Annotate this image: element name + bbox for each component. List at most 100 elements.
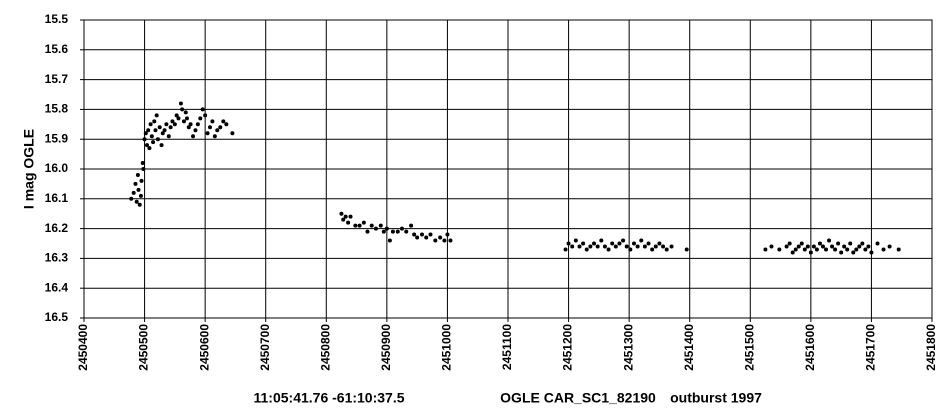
data-point xyxy=(212,134,217,139)
y-tick-label: 16.1 xyxy=(45,191,69,205)
data-point xyxy=(224,122,229,127)
data-point xyxy=(563,247,568,252)
data-point xyxy=(378,223,383,228)
data-point xyxy=(793,247,798,252)
data-point xyxy=(851,250,856,255)
data-point xyxy=(787,241,792,246)
data-point xyxy=(875,241,880,246)
data-point xyxy=(610,241,615,246)
data-point xyxy=(176,116,181,121)
data-point xyxy=(802,247,807,252)
data-point xyxy=(339,211,344,216)
data-point xyxy=(230,131,235,136)
data-point xyxy=(133,181,138,186)
data-point xyxy=(346,220,351,225)
data-point xyxy=(129,196,134,201)
caption: 11:05:41.76 -61:10:37.5 xyxy=(254,390,405,406)
y-tick-label: 16.3 xyxy=(45,251,69,265)
data-point xyxy=(863,247,868,252)
data-point xyxy=(790,250,795,255)
data-point xyxy=(341,217,346,222)
data-point xyxy=(827,238,832,243)
data-point xyxy=(195,122,200,127)
data-point xyxy=(573,238,578,243)
x-tick-label: 2451100 xyxy=(500,324,514,370)
data-point xyxy=(777,247,782,252)
data-point xyxy=(353,223,358,228)
data-point xyxy=(207,125,212,130)
data-point xyxy=(174,113,179,118)
data-point xyxy=(646,241,651,246)
data-point xyxy=(617,241,622,246)
data-point xyxy=(181,119,186,124)
data-point xyxy=(869,250,874,255)
data-point xyxy=(154,113,159,118)
data-point xyxy=(357,223,362,228)
data-point xyxy=(448,238,453,243)
data-point xyxy=(218,125,223,130)
data-point xyxy=(365,229,370,234)
data-point xyxy=(140,161,145,166)
data-point xyxy=(866,244,871,249)
data-point xyxy=(134,199,139,204)
data-point xyxy=(200,107,205,112)
data-point xyxy=(811,244,816,249)
data-point xyxy=(624,244,629,249)
y-axis-title: I mag OGLE xyxy=(21,129,37,209)
data-point xyxy=(203,113,208,118)
data-point xyxy=(657,241,662,246)
data-point xyxy=(136,187,141,192)
data-point xyxy=(442,238,447,243)
data-point xyxy=(404,229,409,234)
data-point xyxy=(162,128,167,133)
data-point xyxy=(390,229,395,234)
data-point xyxy=(138,193,143,198)
caption: OGLE CAR_SC1_82190 xyxy=(500,390,656,406)
data-point xyxy=(848,241,853,246)
data-point xyxy=(796,244,801,249)
data-point xyxy=(369,223,374,228)
data-point xyxy=(400,226,404,231)
y-tick-label: 16.2 xyxy=(45,221,69,235)
data-point xyxy=(188,122,193,127)
data-point xyxy=(606,247,611,252)
data-point xyxy=(170,119,175,124)
data-point xyxy=(428,232,433,237)
data-point xyxy=(164,122,169,127)
data-point xyxy=(684,247,689,252)
data-point xyxy=(139,178,144,183)
data-point xyxy=(836,241,841,246)
x-tick-label: 2451600 xyxy=(803,324,817,371)
data-point xyxy=(151,140,156,145)
x-tick-label: 2451300 xyxy=(621,324,635,371)
data-point xyxy=(142,137,147,142)
x-tick-label: 2450500 xyxy=(137,324,151,371)
data-point xyxy=(784,244,789,249)
data-point xyxy=(881,247,886,252)
data-point xyxy=(221,119,226,124)
data-point xyxy=(412,232,417,237)
data-point xyxy=(415,235,420,240)
data-point xyxy=(570,244,575,249)
data-point xyxy=(361,220,366,225)
data-point xyxy=(631,241,636,246)
data-point xyxy=(799,241,804,246)
data-point xyxy=(395,229,400,234)
data-point xyxy=(381,229,386,234)
data-point xyxy=(588,244,593,249)
data-point xyxy=(669,244,674,249)
data-point xyxy=(642,244,647,249)
data-point xyxy=(168,125,173,130)
data-point xyxy=(896,247,901,252)
data-point xyxy=(180,107,185,112)
data-point xyxy=(157,125,162,130)
data-point xyxy=(210,119,215,124)
data-point xyxy=(143,131,148,136)
data-point xyxy=(183,110,188,115)
data-point xyxy=(424,235,429,240)
y-tick-label: 15.5 xyxy=(45,12,69,26)
y-tick-label: 15.8 xyxy=(45,102,69,116)
data-point xyxy=(141,167,146,171)
x-tick-label: 2451200 xyxy=(561,324,575,371)
